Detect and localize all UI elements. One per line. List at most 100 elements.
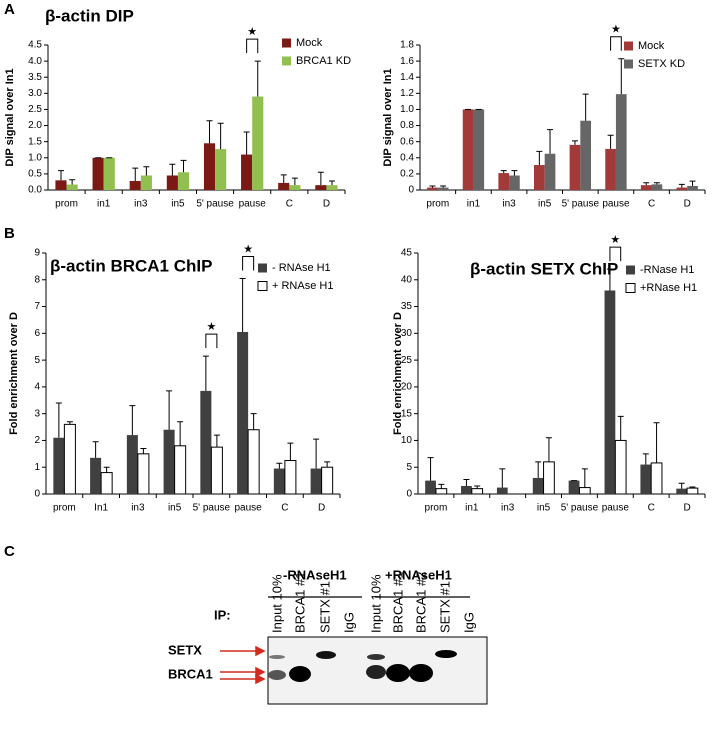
legend-swatch [282,38,291,48]
legend-swatch [624,41,633,51]
y-tick-label: 40 [401,274,413,285]
band [367,654,385,660]
error-bar [291,177,298,186]
panel-label: B [4,225,15,242]
error-bar [474,485,481,489]
bar [686,487,699,495]
y-tick-label: 0 [406,489,412,500]
bar [580,120,591,190]
legend-swatch [257,281,268,291]
bar [278,182,290,190]
error-bar [287,442,294,461]
error-bar [536,150,543,166]
lane-label: BRCA1 #1 [390,572,405,633]
legend-label: + RNAse H1 [272,280,333,292]
error-bar [427,457,434,481]
error-bar [618,58,625,95]
legend-swatch [626,265,635,275]
error-bar [143,166,150,176]
error-bar [511,170,518,176]
bar [615,94,627,190]
band [268,670,286,680]
band [289,666,311,682]
y-tick-label: 0 [408,185,414,196]
bar [473,109,485,190]
legend-label: Mock [296,37,323,49]
y-tick-label: 1.0 [28,152,42,163]
bar [310,468,322,494]
bar [650,462,663,495]
lane-labels: Input 10% BRCA1 #1 SETX #1 IgG Input 10% BRCA… [269,572,476,633]
protein-label: SETX [168,642,202,657]
bar [604,290,616,494]
y-tick-label: 7 [34,301,40,312]
bar [100,472,113,495]
y-tick-label: 2.5 [28,104,42,115]
band [435,650,457,658]
bar [461,485,472,494]
significance-bracket [609,246,622,262]
y-tick-label: 45 [401,248,413,259]
bar [200,390,212,494]
bar [462,109,474,190]
significance-mark: ★ [243,243,253,255]
y-tick-label: 5 [406,462,412,473]
x-tick-label: 5' pause [562,199,600,210]
x-tick-label: pause [239,199,267,210]
y-tick-label: 15 [401,408,413,419]
error-bar [92,441,99,458]
x-tick-label: in3 [134,199,148,210]
error-bar [317,171,324,186]
error-bar [217,122,224,150]
significance-bracket [205,333,218,349]
y-tick-label: 2 [34,435,40,446]
error-bar [535,461,542,478]
y-tick-label: 10 [401,435,413,446]
bar [137,453,150,495]
legend-label: -RNase H1 [640,264,694,276]
panel-label: C [4,543,15,560]
y-tick-label: 0.5 [28,169,42,180]
bar [103,157,115,190]
significance-mark: ★ [206,321,216,333]
x-tick-label: pause [602,503,630,514]
error-bar [678,482,685,489]
y-tick-label: 25 [401,355,413,366]
legend-label: SETX KD [638,58,685,70]
y-tick-label: 0 [34,489,40,500]
x-tick-label: D [323,199,330,210]
y-tick-label: 0.8 [400,120,414,131]
bar [534,165,545,190]
bar [543,461,555,495]
y-tick-label: 1.5 [28,136,42,147]
bar [640,185,652,190]
error-bar [547,129,554,154]
bar [66,184,78,190]
bar [605,148,616,190]
bar [237,331,249,494]
legend-swatch [624,59,633,69]
error-bar [206,120,213,144]
x-tick-label: 5' pause [196,199,234,210]
x-tick-label: in5 [538,199,552,210]
y-tick-label: 3 [34,408,40,419]
y-tick-label: 4 [34,382,40,393]
bar [241,154,253,190]
y-tick-label: 1.4 [400,72,414,83]
y-tick-label: 1.6 [400,56,414,67]
significance-bracket [242,255,255,271]
error-bar [254,60,261,97]
protein-label: BRCA1 [168,666,213,681]
x-tick-label: in3 [502,199,516,210]
y-tick-label: 0.0 [28,185,42,196]
bar [427,187,438,190]
x-tick-label: D [683,503,690,514]
error-bar [129,405,136,436]
bar [53,437,65,494]
y-tick-label: 1.8 [400,40,414,51]
error-bar [250,413,257,430]
legend-swatch [625,283,636,293]
bar [498,173,510,190]
error-bar [440,185,447,188]
error-bar [140,447,147,454]
